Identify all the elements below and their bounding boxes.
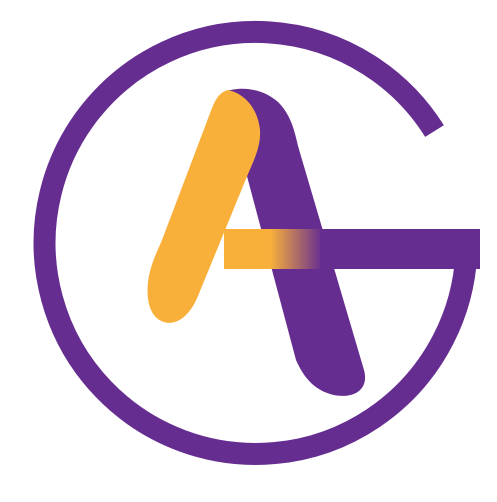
g-ring-arc — [33, 20, 478, 465]
a-left-leg — [147, 90, 261, 323]
crossbar-solid — [320, 229, 480, 269]
crossbar-gradient — [224, 229, 324, 269]
